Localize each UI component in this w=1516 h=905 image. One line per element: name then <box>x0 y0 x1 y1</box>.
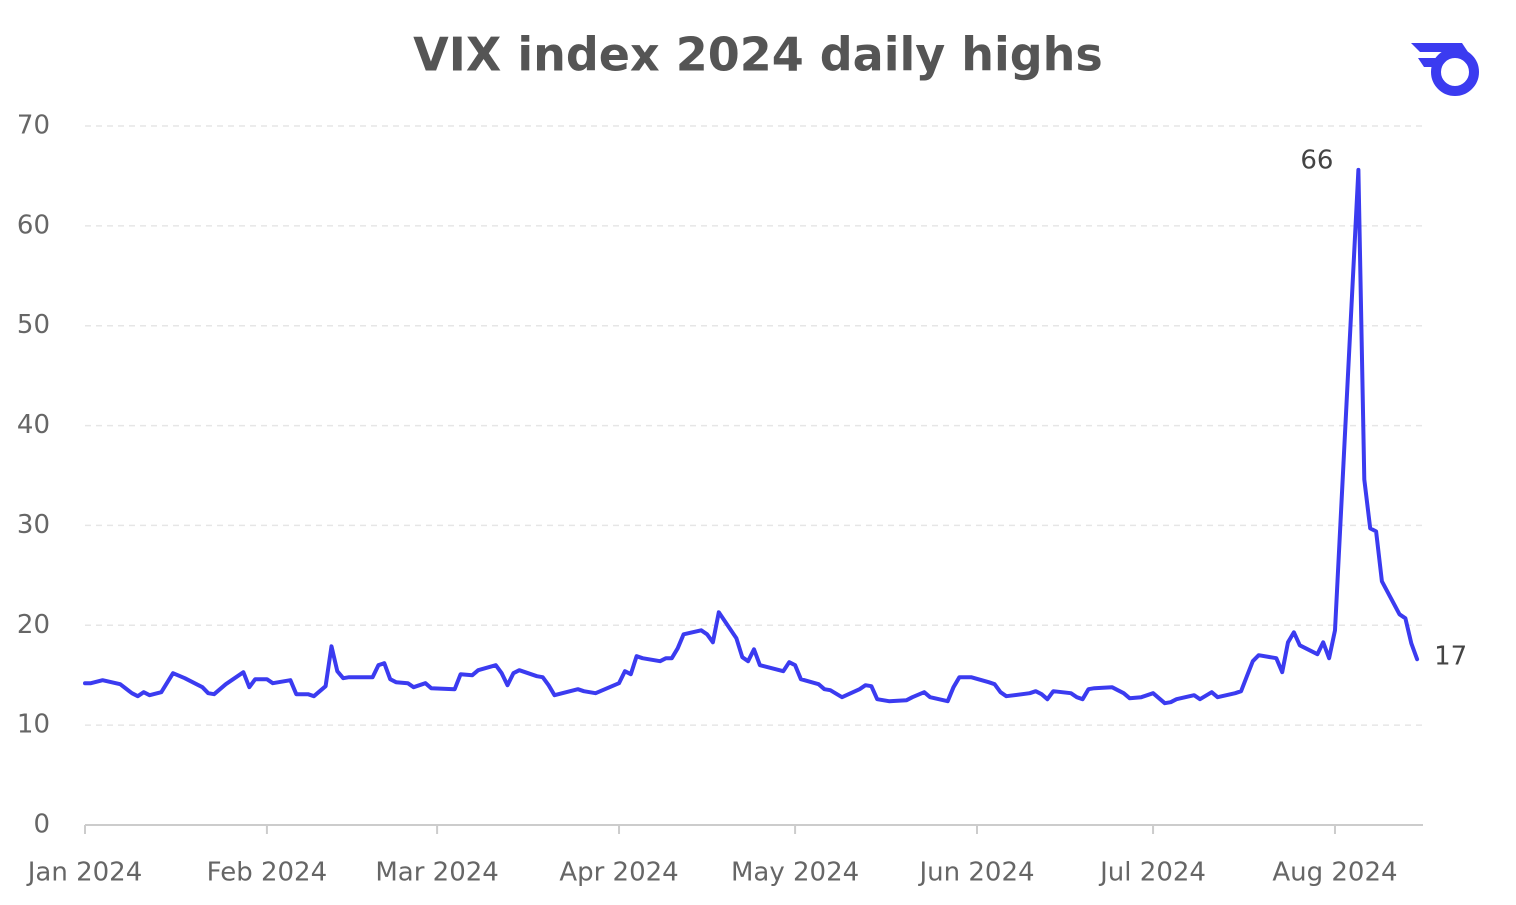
line <box>83 167 1420 706</box>
x-tick-label: May 2024 <box>731 858 859 888</box>
y-tick-label: 30 <box>17 510 50 540</box>
logo <box>1411 43 1479 96</box>
chart-title: VIX index 2024 daily highs <box>413 28 1103 82</box>
x-tick-label: Mar 2024 <box>375 858 499 888</box>
y-tick-label: 60 <box>17 210 50 240</box>
value-label: 17 <box>1434 642 1467 672</box>
y-tick-label: 0 <box>33 810 50 840</box>
value-label: 66 <box>1300 145 1333 175</box>
y-tick-label: 50 <box>17 310 50 340</box>
x-tick-label: Aug 2024 <box>1272 858 1397 888</box>
x-tick-label: Apr 2024 <box>559 858 678 888</box>
x-tick-label: Jul 2024 <box>1098 858 1206 888</box>
y-tick-label: 70 <box>17 111 50 141</box>
y-tick-label: 10 <box>17 710 50 740</box>
y-tick-label: 20 <box>17 610 50 640</box>
x-tick-label: Jun 2024 <box>917 858 1034 888</box>
y-tick-label: 40 <box>17 410 50 440</box>
x-tick-label: Feb 2024 <box>207 858 327 888</box>
x-tick-label: Jan 2024 <box>26 858 143 888</box>
